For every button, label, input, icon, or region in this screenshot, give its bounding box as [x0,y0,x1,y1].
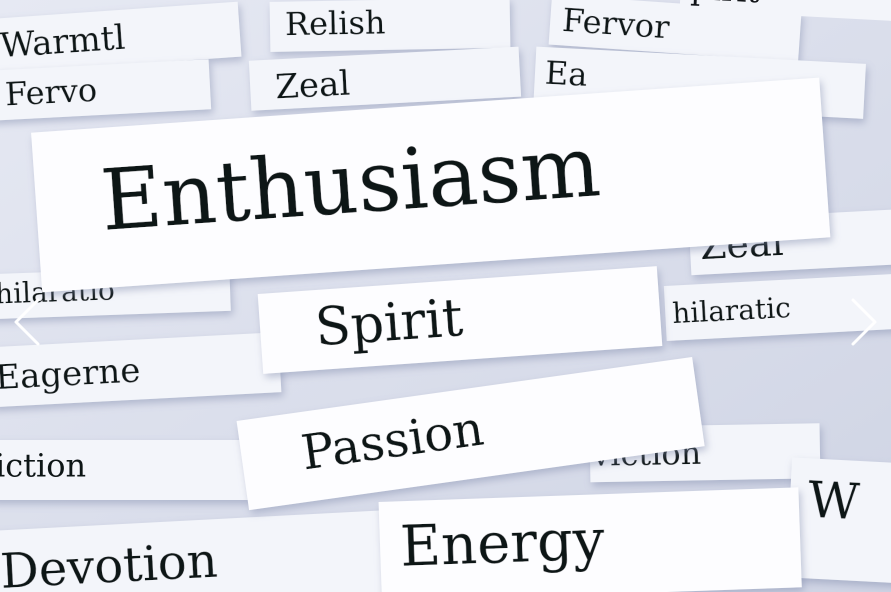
word: Fervo [4,71,98,114]
previous-arrow[interactable] [14,298,40,346]
paper-strip: pirit [679,0,891,22]
word: W [806,470,861,531]
paper-strip: Eagerne [0,332,282,408]
paper-strip: Spirit [257,266,663,374]
paper-strip: hilaratic [663,273,891,341]
paper-strip: Relish [269,0,511,52]
word: Relish [285,3,386,43]
word: Spirit [313,288,465,358]
paper-strip: Passion [236,356,705,511]
paper-strip: Devotion [0,510,393,592]
word: Devotion [0,533,219,592]
word: Fervor [561,1,671,46]
paper-strip: Zeal [248,46,522,111]
word: iction [0,447,86,485]
next-arrow[interactable] [851,298,877,346]
word: Eagerne [0,350,141,398]
word: Zeal [274,64,351,108]
word: hilaratic [671,291,791,330]
word: Energy [399,508,606,580]
paper-strip: iction [0,440,250,500]
paper-strip: W [785,457,891,584]
paper-strip: Enthusiasm [31,77,831,293]
word: pirit [690,0,761,10]
paper-strip: Warmtl [0,1,242,75]
paper-strip: Energy [378,487,802,592]
paper-strip: Fervo [0,59,212,121]
word: Ea [544,54,588,94]
word: Warmtl [0,18,127,67]
